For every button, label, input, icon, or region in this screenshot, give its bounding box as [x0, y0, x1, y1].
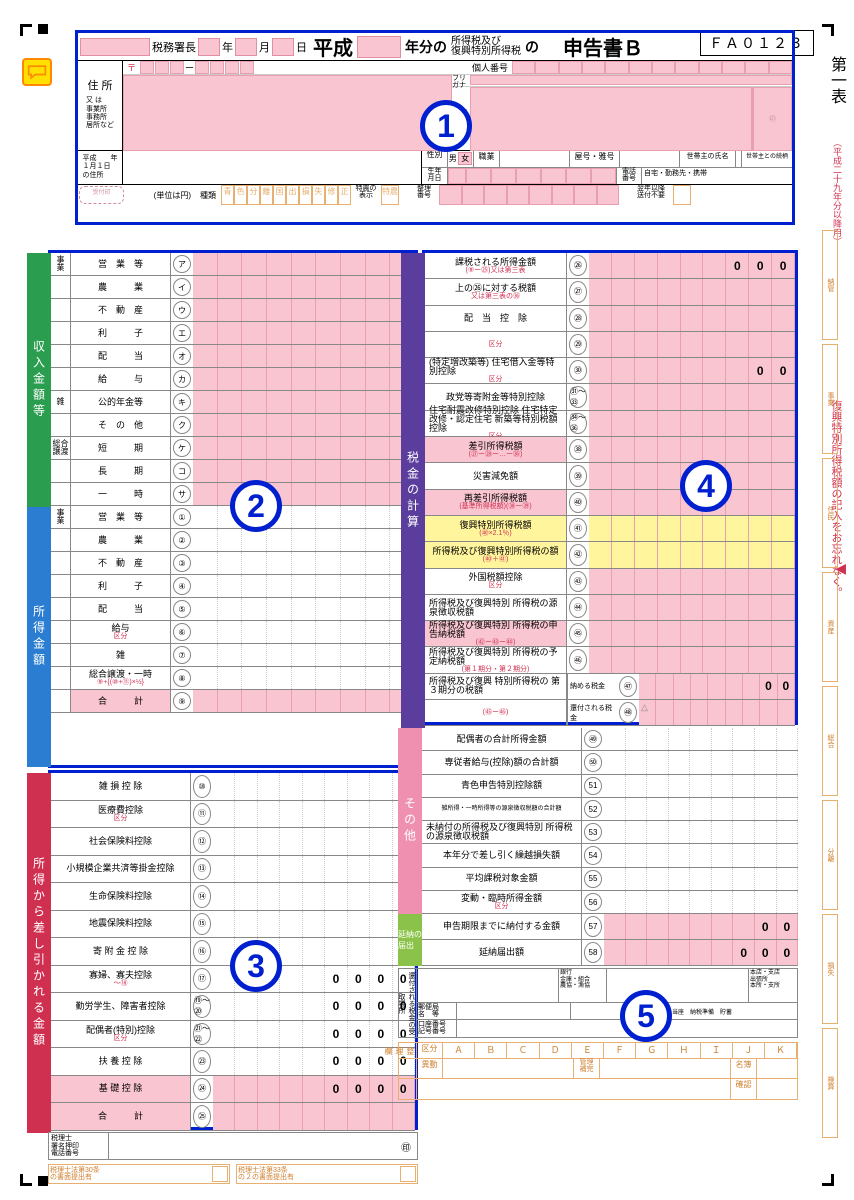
prev-addr-label: 平成 年 １月１日 の住所: [78, 151, 123, 184]
other-section: その他 延納の 届出 配偶者の合計所得金額 ㊾ 専従者給与(控除)額の合計額 ㊿…: [422, 728, 798, 966]
strip-other: その他: [398, 728, 422, 914]
annotation-4: 4: [680, 460, 732, 512]
corner-mark: [822, 24, 834, 36]
annotation-5: 5: [620, 990, 672, 1042]
reg-mark: [38, 24, 48, 34]
kubun-section: 整理欄 区分 ＡＢＣＤＥＦＧＨＩＪＫ 異動 管理 補完 名簿 確認: [398, 1042, 798, 1100]
strip-tax-calc: 税金の計算: [401, 253, 425, 728]
annotation-2: 2: [230, 480, 282, 532]
strip-extension: 延納の 届出: [398, 914, 422, 966]
postal-label: 〒: [123, 61, 140, 74]
corner-mark: [20, 1174, 32, 1186]
strip-deductions: 所得から差し引かれる金額: [27, 773, 51, 1133]
form-title: 申告書Ｂ: [563, 32, 643, 61]
deduction-section: 所得から差し引かれる金額 雑 損 控 除 ⑩ 医療費控除区分 ⑪ 社会保険料控除…: [48, 770, 418, 1130]
tax-form-page: ＦＡ０１２３ 第一表 （平成二十九年分以降用） 復興特別所得税額の記入をお忘れな…: [0, 0, 854, 1200]
corner-mark: [20, 24, 32, 36]
strip-income: 所得金額: [27, 507, 51, 767]
address-label: 住 所: [87, 80, 112, 93]
era: 平成: [313, 32, 353, 61]
strip-income-amounts: 収入金額等: [27, 253, 51, 507]
tax-office-label: 税務署長: [150, 39, 198, 55]
annotation-1: 1: [420, 100, 472, 152]
refund-section: 還付される税金の受取場所 銀行 金庫・組合 農協・漁協 本店・支店 出張所 本所…: [398, 968, 798, 1038]
comment-icon[interactable]: [22, 58, 52, 86]
annotation-3: 3: [230, 940, 282, 992]
kojin-label: 個人番号: [468, 61, 512, 74]
footer-left: 税理士 署名押印 電話番号 ㊞ 税理士法第30条 の書面提出有 税理士法第33条…: [48, 1132, 418, 1184]
tax-calc-section: 税金の計算 課税される所得金額(⑨ー㉕)又は第三表 ㉖ 000 上の㉖に対する税…: [422, 250, 798, 725]
table-title: 第一表: [824, 56, 848, 104]
reg-mark: [38, 1176, 48, 1186]
sidebar: 納管事業住民資産総合分離損失検算: [822, 230, 850, 1190]
